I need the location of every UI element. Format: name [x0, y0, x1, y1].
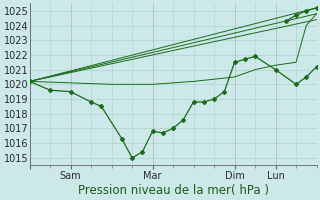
X-axis label: Pression niveau de la mer( hPa ): Pression niveau de la mer( hPa ): [77, 184, 268, 197]
